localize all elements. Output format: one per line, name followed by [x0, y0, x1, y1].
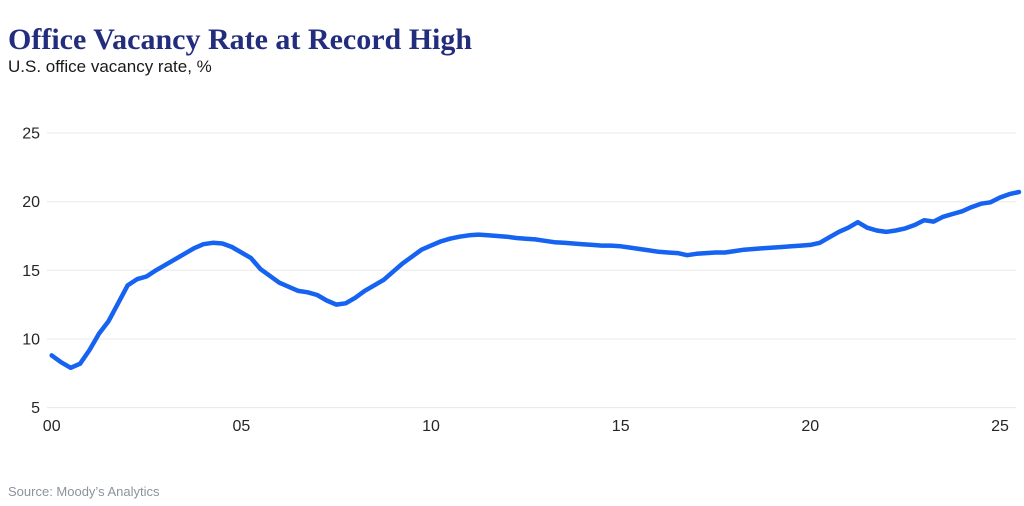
vacancy-rate-line — [49, 189, 1022, 371]
y-tick-label: 15 — [22, 263, 40, 280]
x-tick-label: 00 — [43, 418, 61, 435]
x-tick-label: 20 — [801, 418, 819, 435]
y-tick-label: 25 — [22, 126, 40, 143]
y-tick-label: 20 — [22, 194, 40, 211]
x-tick-label: 25 — [991, 418, 1009, 435]
y-tick-label: 10 — [22, 332, 40, 349]
x-tick-label: 15 — [612, 418, 630, 435]
y-tick-label: 5 — [31, 400, 40, 417]
x-tick-label: 10 — [422, 418, 440, 435]
x-tick-label: 05 — [233, 418, 251, 435]
chart-subtitle: U.S. office vacancy rate, % — [8, 57, 212, 76]
source-note: Source: Moody’s Analytics — [8, 484, 160, 499]
page-title: Office Vacancy Rate at Record High — [8, 23, 473, 57]
